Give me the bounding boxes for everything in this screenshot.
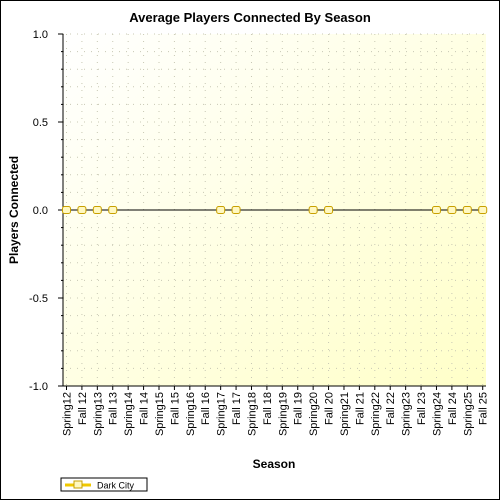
- data-point: [231, 206, 241, 214]
- x-tick-label: Fall 14: [139, 392, 151, 425]
- x-tick-label: Fall 20: [324, 392, 336, 425]
- legend: Dark City: [60, 477, 148, 492]
- data-point: [92, 206, 102, 214]
- x-tick-label: Spring12: [62, 392, 74, 436]
- data-point: [447, 206, 457, 214]
- x-tick-label: Spring25: [462, 392, 474, 436]
- data-point: [308, 206, 318, 214]
- x-tick-label: Fall 15: [169, 392, 181, 425]
- y-tick-label: 0.5: [33, 117, 48, 129]
- legend-marker: [73, 480, 83, 489]
- x-tick-label: Fall 12: [77, 392, 89, 425]
- x-tick-label: Fall 17: [231, 392, 243, 425]
- x-tick-label: Fall 13: [108, 392, 120, 425]
- x-tick-label: Spring19: [277, 392, 289, 436]
- data-point: [216, 206, 226, 214]
- legend-label: Dark City: [97, 481, 135, 491]
- data-point: [478, 206, 488, 214]
- x-tick-label: Spring18: [246, 392, 258, 436]
- x-tick-label: Spring15: [154, 392, 166, 436]
- x-tick-label: Fall 19: [293, 392, 305, 425]
- x-tick-label: Fall 18: [262, 392, 274, 425]
- data-point: [431, 206, 441, 214]
- data-point: [108, 206, 118, 214]
- y-tick-label: 1.0: [33, 29, 48, 41]
- x-tick-label: Fall 22: [385, 392, 397, 425]
- data-point: [462, 206, 472, 214]
- y-tick-label: -1.0: [29, 381, 48, 393]
- y-axis-label: Players Connected: [7, 156, 21, 264]
- y-tick-label: -0.5: [29, 293, 48, 305]
- data-point: [324, 206, 334, 214]
- x-tick-label: Spring23: [401, 392, 413, 436]
- x-axis-label: Season: [253, 457, 296, 471]
- x-tick-label: Spring17: [216, 392, 228, 436]
- y-tick-label: 0.0: [33, 205, 48, 217]
- x-axis-ticks: Spring12 Fall 12 Spring13 Fall 13 Spring14 Fa…: [62, 386, 490, 436]
- x-tick-label: Spring22: [370, 392, 382, 436]
- chart-title: Average Players Connected By Season: [129, 10, 371, 25]
- x-tick-label: Fall 16: [200, 392, 212, 425]
- data-point: [62, 206, 71, 214]
- x-tick-label: Fall 25: [478, 392, 490, 425]
- series-dark-city: [62, 206, 488, 214]
- x-tick-label: Spring16: [185, 392, 197, 436]
- x-tick-label: Spring13: [92, 392, 104, 436]
- data-point: [77, 206, 87, 214]
- x-tick-label: Spring20: [308, 392, 320, 436]
- x-tick-label: Spring21: [339, 392, 351, 436]
- x-tick-label: Spring24: [431, 392, 443, 436]
- x-tick-label: Fall 23: [416, 392, 428, 425]
- x-tick-label: Fall 21: [354, 392, 366, 425]
- x-tick-label: Spring14: [123, 392, 135, 436]
- x-tick-label: Fall 24: [447, 392, 459, 425]
- y-axis-ticks: 1.0 0.5 0.0 -0.5 -1.0: [29, 29, 63, 393]
